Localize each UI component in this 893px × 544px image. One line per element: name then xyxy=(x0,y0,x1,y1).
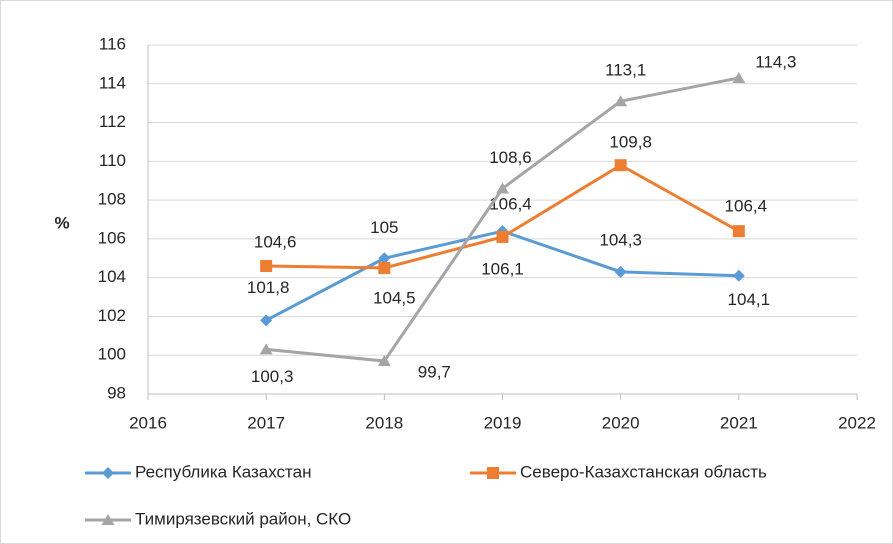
data-label: 106,4 xyxy=(725,197,768,216)
marker xyxy=(260,314,273,327)
marker xyxy=(487,467,499,479)
x-tick-label: 2018 xyxy=(365,413,403,432)
data-label: 101,8 xyxy=(247,278,290,297)
marker xyxy=(260,260,273,273)
marker xyxy=(732,225,745,238)
marker xyxy=(102,467,114,479)
data-label: 105 xyxy=(370,218,398,237)
y-tick-label: 112 xyxy=(99,112,126,131)
data-label: 108,6 xyxy=(489,148,532,167)
marker xyxy=(496,182,509,194)
y-tick-label: 100 xyxy=(98,345,126,364)
y-tick-label: 110 xyxy=(99,151,126,170)
legend-label: Северо-Казахстанская область xyxy=(520,462,767,481)
data-label: 104,5 xyxy=(373,288,416,307)
y-axis-label: % xyxy=(54,213,69,232)
data-label: 106,4 xyxy=(489,195,532,214)
data-label: 109,8 xyxy=(609,133,652,152)
data-label: 104,3 xyxy=(599,230,642,249)
marker xyxy=(259,343,273,355)
data-label: 104,6 xyxy=(254,233,297,252)
y-tick-label: 104 xyxy=(98,267,126,286)
marker xyxy=(614,265,627,278)
y-tick-label: 108 xyxy=(98,190,126,209)
y-tick-label: 106 xyxy=(98,228,126,247)
marker xyxy=(732,269,745,282)
marker xyxy=(378,261,391,274)
x-tick-label: 2019 xyxy=(484,413,522,432)
data-label: 100,3 xyxy=(251,367,294,386)
x-tick-label: 2022 xyxy=(838,413,876,432)
y-tick-label: 102 xyxy=(98,306,126,325)
x-tick-label: 2016 xyxy=(129,413,167,432)
legend-label: Тимирязевский район, СКО xyxy=(135,509,351,528)
marker xyxy=(377,355,391,367)
y-tick-label: 114 xyxy=(99,73,126,92)
marker xyxy=(378,252,391,265)
marker xyxy=(101,514,115,525)
marker xyxy=(732,71,746,83)
y-tick-label: 116 xyxy=(99,34,126,53)
data-label: 113,1 xyxy=(605,61,646,80)
marker xyxy=(496,230,509,243)
legend-label: Республика Казахстан xyxy=(135,462,311,481)
marker xyxy=(614,159,627,172)
x-tick-label: 2017 xyxy=(247,413,285,432)
data-label: 106,1 xyxy=(481,259,524,278)
data-label: 114,3 xyxy=(755,52,796,71)
data-label: 104,1 xyxy=(728,290,771,309)
y-tick-label: 98 xyxy=(107,383,126,402)
data-label: 99,7 xyxy=(418,363,451,382)
marker xyxy=(614,95,628,107)
x-tick-label: 2020 xyxy=(602,413,640,432)
x-tick-label: 2021 xyxy=(720,413,758,432)
